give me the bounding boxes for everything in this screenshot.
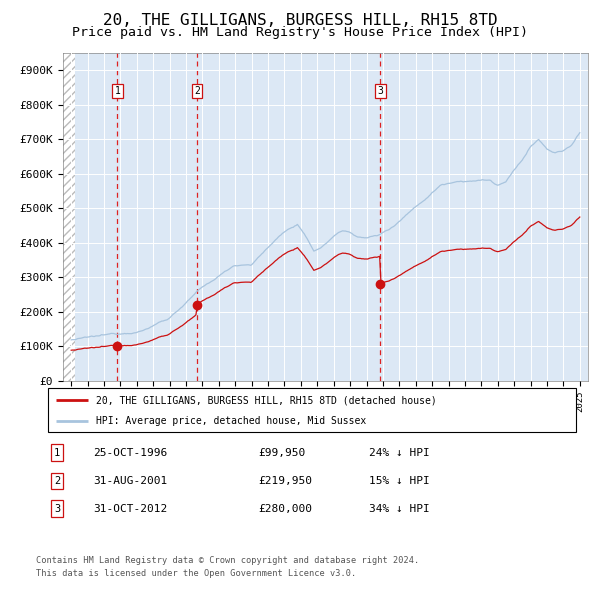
Text: Price paid vs. HM Land Registry's House Price Index (HPI): Price paid vs. HM Land Registry's House … bbox=[72, 26, 528, 39]
Text: £99,950: £99,950 bbox=[258, 448, 305, 457]
Text: 15% ↓ HPI: 15% ↓ HPI bbox=[369, 476, 430, 486]
Text: 20, THE GILLIGANS, BURGESS HILL, RH15 8TD: 20, THE GILLIGANS, BURGESS HILL, RH15 8T… bbox=[103, 13, 497, 28]
Text: £219,950: £219,950 bbox=[258, 476, 312, 486]
Text: 31-AUG-2001: 31-AUG-2001 bbox=[93, 476, 167, 486]
Text: Contains HM Land Registry data © Crown copyright and database right 2024.: Contains HM Land Registry data © Crown c… bbox=[36, 556, 419, 565]
FancyBboxPatch shape bbox=[48, 388, 576, 432]
Text: HPI: Average price, detached house, Mid Sussex: HPI: Average price, detached house, Mid … bbox=[95, 416, 366, 426]
Text: 1: 1 bbox=[115, 86, 120, 96]
Text: 3: 3 bbox=[377, 86, 383, 96]
Text: This data is licensed under the Open Government Licence v3.0.: This data is licensed under the Open Gov… bbox=[36, 569, 356, 578]
Text: 34% ↓ HPI: 34% ↓ HPI bbox=[369, 504, 430, 513]
Text: 31-OCT-2012: 31-OCT-2012 bbox=[93, 504, 167, 513]
Text: £280,000: £280,000 bbox=[258, 504, 312, 513]
Text: 3: 3 bbox=[54, 504, 60, 513]
Text: 24% ↓ HPI: 24% ↓ HPI bbox=[369, 448, 430, 457]
Text: 20, THE GILLIGANS, BURGESS HILL, RH15 8TD (detached house): 20, THE GILLIGANS, BURGESS HILL, RH15 8T… bbox=[95, 395, 436, 405]
Text: 2: 2 bbox=[194, 86, 200, 96]
Text: 1: 1 bbox=[54, 448, 60, 457]
Text: 25-OCT-1996: 25-OCT-1996 bbox=[93, 448, 167, 457]
Text: 2: 2 bbox=[54, 476, 60, 486]
